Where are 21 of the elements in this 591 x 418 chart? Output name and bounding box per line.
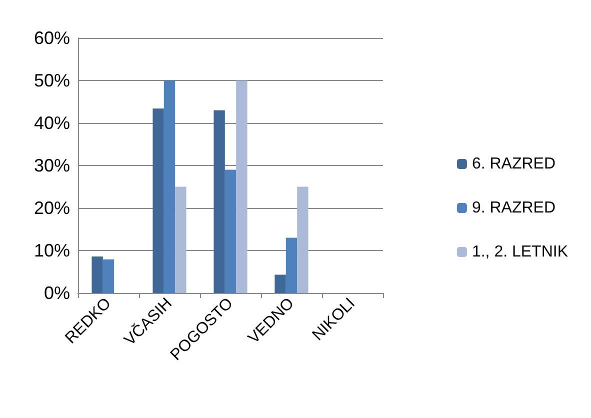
bar (274, 274, 286, 293)
bar (236, 80, 248, 293)
y-tick-label: 10% (34, 240, 70, 260)
y-tick-label: 50% (34, 70, 70, 90)
bar (286, 238, 298, 293)
y-tick-label: 40% (34, 113, 70, 133)
bar (164, 80, 176, 293)
bar (224, 170, 236, 293)
legend-label: 1., 2. LETNIK (472, 244, 568, 260)
bar (92, 256, 103, 293)
y-tick-label: 20% (34, 198, 70, 218)
y-tick-label: 30% (34, 156, 70, 176)
y-tick-label: 0% (44, 283, 70, 303)
y-tick-label: 60% (34, 28, 70, 48)
legend-label: 6. RAZRED (472, 156, 556, 172)
bar (102, 259, 114, 293)
legend-label: 9. RAZRED (472, 200, 556, 216)
bar (152, 108, 164, 293)
bar (175, 186, 186, 293)
bar (297, 186, 308, 293)
bar (214, 110, 225, 293)
